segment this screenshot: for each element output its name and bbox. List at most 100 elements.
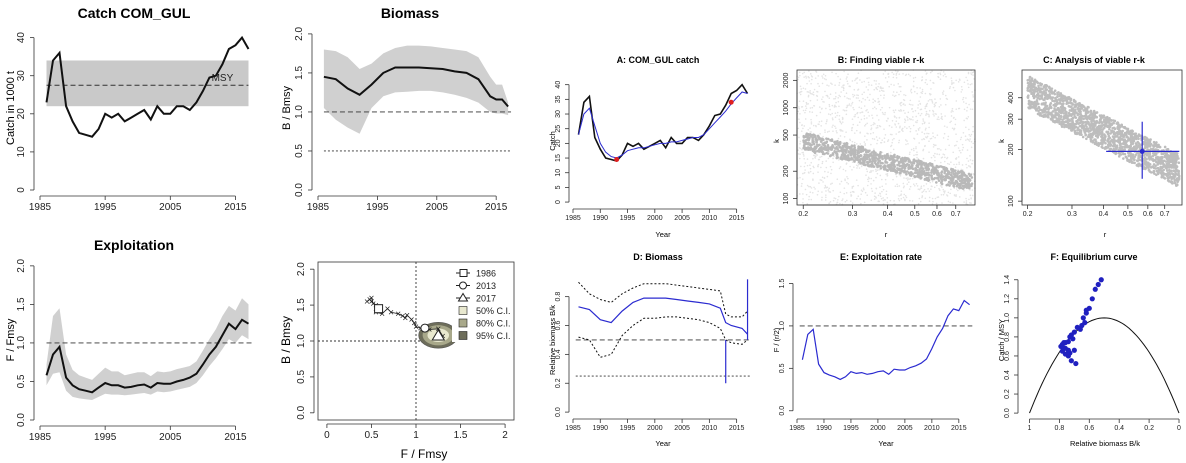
viable-rk-point <box>1127 154 1130 158</box>
tried-rk-point <box>908 118 911 120</box>
viable-rk-point <box>911 164 914 167</box>
viable-rk-point <box>1128 145 1131 148</box>
viable-rk-point <box>1037 102 1040 106</box>
tried-rk-point <box>895 74 898 76</box>
viable-rk-point <box>1065 99 1068 102</box>
tried-rk-point <box>928 122 930 124</box>
tried-rk-point <box>925 73 928 75</box>
tried-rk-point <box>830 82 832 85</box>
viable-rk-point <box>1042 114 1045 117</box>
viable-rk-point <box>909 174 913 177</box>
tried-rk-point <box>970 202 972 204</box>
tried-rk-point <box>957 189 959 192</box>
panel-A: A: COM_GUL catch Catch Year 1985 1990 1995… <box>548 55 749 239</box>
viable-rk-point <box>1061 120 1065 124</box>
viable-rk-point <box>811 140 814 144</box>
tried-rk-point <box>797 153 800 155</box>
tried-rk-point <box>826 95 829 98</box>
tried-rk-point <box>919 103 922 105</box>
tried-rk-point <box>802 153 805 156</box>
x-tick-label: 2000 <box>647 425 663 432</box>
tried-rk-point <box>801 148 803 151</box>
tried-rk-point <box>845 199 848 202</box>
tried-rk-point <box>856 165 859 167</box>
tried-rk-point <box>804 169 806 171</box>
y-tick-label: 2.0 <box>294 27 305 41</box>
viable-rk-point <box>1154 153 1157 156</box>
equilibrium-point <box>1098 277 1104 283</box>
trajectory-point <box>395 311 401 316</box>
tried-rk-point <box>815 114 818 117</box>
tried-rk-point <box>922 157 925 160</box>
tried-rk-point <box>875 170 877 173</box>
viable-rk-point <box>1036 88 1040 92</box>
viable-rk-point <box>1057 91 1060 94</box>
tried-rk-point <box>844 169 847 172</box>
viable-rk-point <box>1055 102 1059 106</box>
tried-rk-point <box>864 191 867 194</box>
viable-rk-point <box>1070 126 1074 129</box>
viable-rk-point <box>952 184 955 188</box>
x-tick-label: 0.6 <box>932 211 942 218</box>
viable-rk-point <box>1094 140 1098 144</box>
viable-rk-point <box>1048 92 1051 96</box>
viable-rk-point <box>1079 120 1083 124</box>
tried-rk-point <box>859 111 862 114</box>
viable-rk-point <box>937 179 941 182</box>
tried-rk-point <box>825 186 828 189</box>
viable-rk-point <box>874 156 878 160</box>
tried-rk-point <box>804 88 807 90</box>
viable-rk-point <box>1143 141 1147 145</box>
x-tick-label: 0.8 <box>1055 425 1065 432</box>
tried-rk-point <box>871 114 873 117</box>
y-axis-label: Catch <box>548 131 557 151</box>
panel-title: Exploitation <box>94 237 174 253</box>
tried-rk-point <box>847 97 850 100</box>
viable-rk-point <box>904 157 907 160</box>
viable-rk-point <box>1108 123 1111 127</box>
viable-rk-point <box>942 166 946 169</box>
x-tick-label: 1.5 <box>454 430 468 441</box>
viable-rk-point <box>1115 144 1119 147</box>
tried-rk-point <box>921 92 923 95</box>
tried-rk-point <box>938 187 940 190</box>
viable-rk-point <box>893 160 896 164</box>
viable-rk-point <box>1167 158 1170 162</box>
tried-rk-point <box>957 107 960 110</box>
tried-rk-point <box>837 199 839 201</box>
tried-rk-point <box>825 94 828 97</box>
viable-rk-point <box>1057 112 1061 116</box>
tried-rk-point <box>808 76 810 79</box>
tried-rk-point <box>909 130 912 133</box>
viable-rk-point <box>925 172 929 176</box>
tried-rk-point <box>815 94 818 97</box>
tried-rk-point <box>955 188 958 190</box>
tried-rk-point <box>893 137 895 140</box>
tried-rk-point <box>860 202 862 205</box>
viable-rk-point <box>826 152 830 155</box>
tried-rk-point <box>821 191 823 193</box>
viable-rk-point <box>1032 93 1035 96</box>
viable-rk-point <box>920 171 923 175</box>
viable-rk-point <box>885 168 889 172</box>
tried-rk-point <box>966 117 969 120</box>
tried-rk-point <box>833 98 835 100</box>
tried-rk-point <box>884 70 887 73</box>
viable-rk-point <box>881 161 884 165</box>
tried-rk-point <box>899 175 902 177</box>
tried-rk-point <box>834 92 837 94</box>
tried-rk-point <box>885 183 887 185</box>
tried-rk-point <box>807 171 810 174</box>
tried-rk-point <box>832 124 834 127</box>
tried-rk-point <box>853 166 855 168</box>
tried-rk-point <box>819 156 821 158</box>
legend-item: 2017 <box>476 294 496 304</box>
tried-rk-point <box>828 187 830 190</box>
tried-rk-point <box>807 94 810 97</box>
tried-rk-point <box>903 126 906 128</box>
viable-rk-point <box>1113 132 1117 136</box>
tried-rk-point <box>929 79 932 82</box>
tried-rk-point <box>853 108 855 111</box>
tried-rk-point <box>892 94 894 96</box>
y-tick-label: 100 <box>783 193 790 205</box>
